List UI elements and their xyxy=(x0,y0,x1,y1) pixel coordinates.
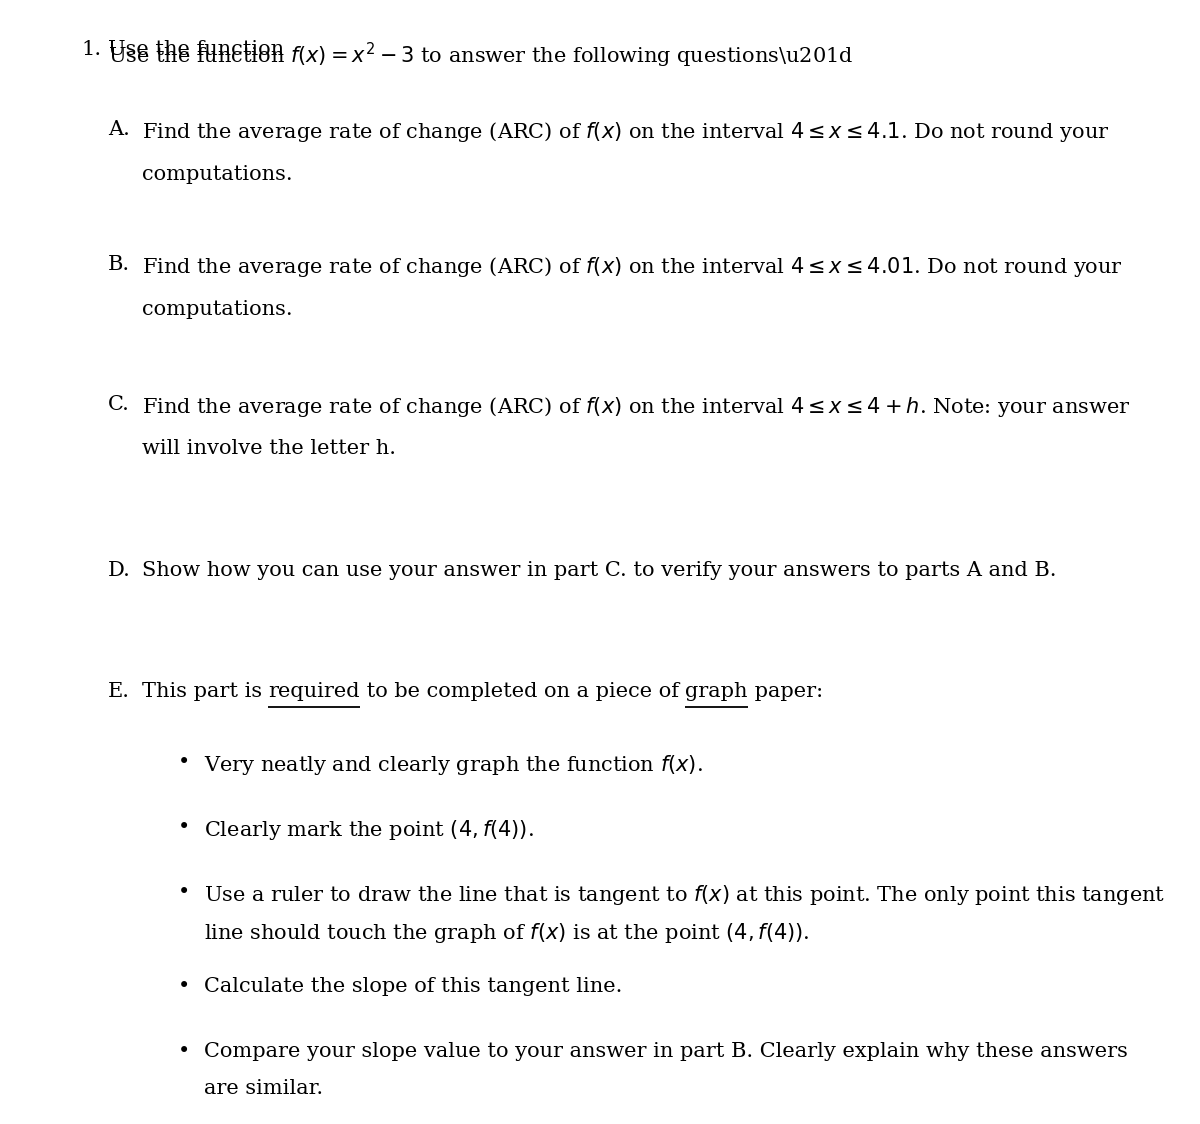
Text: graph: graph xyxy=(685,682,748,701)
Text: •: • xyxy=(178,977,190,996)
Text: This part is: This part is xyxy=(142,682,269,701)
Text: Find the average rate of change (ARC) of $f(x)$ on the interval $4 \leq x \leq 4: Find the average rate of change (ARC) of… xyxy=(142,255,1122,279)
Text: computations.: computations. xyxy=(142,300,293,319)
Text: Find the average rate of change (ARC) of $f(x)$ on the interval $4 \leq x \leq 4: Find the average rate of change (ARC) of… xyxy=(142,120,1109,144)
Text: Calculate the slope of this tangent line.: Calculate the slope of this tangent line… xyxy=(204,977,623,996)
Text: B.: B. xyxy=(108,255,130,274)
Text: •: • xyxy=(178,1042,190,1061)
Text: are similar.: are similar. xyxy=(204,1079,323,1098)
Text: •: • xyxy=(178,883,190,903)
Text: C.: C. xyxy=(108,395,130,414)
Text: Show how you can use your answer in part C. to verify your answers to parts A an: Show how you can use your answer in part… xyxy=(142,561,1056,580)
Text: Use a ruler to draw the line that is tangent to $f(x)$ at this point. The only p: Use a ruler to draw the line that is tan… xyxy=(204,883,1165,907)
Text: Compare your slope value to your answer in part B. Clearly explain why these ans: Compare your slope value to your answer … xyxy=(204,1042,1128,1061)
Text: to be completed on a piece of: to be completed on a piece of xyxy=(360,682,685,701)
Text: Clearly mark the point $(4, f(4))$.: Clearly mark the point $(4, f(4))$. xyxy=(204,818,534,842)
Text: Use the function: Use the function xyxy=(108,40,290,60)
Text: Very neatly and clearly graph the function $f(x)$.: Very neatly and clearly graph the functi… xyxy=(204,753,703,777)
Text: will involve the letter h.: will involve the letter h. xyxy=(142,439,396,459)
Text: Find the average rate of change (ARC) of $f(x)$ on the interval $4 \leq x \leq 4: Find the average rate of change (ARC) of… xyxy=(142,395,1130,418)
Text: computations.: computations. xyxy=(142,165,293,184)
Text: line should touch the graph of $f(x)$ is at the point $(4, f(4))$.: line should touch the graph of $f(x)$ is… xyxy=(204,921,810,944)
Text: •: • xyxy=(178,818,190,837)
Text: •: • xyxy=(178,753,190,772)
Text: A.: A. xyxy=(108,120,130,139)
Text: 1.: 1. xyxy=(82,40,102,60)
Text: required: required xyxy=(269,682,360,701)
Text: D.: D. xyxy=(108,561,131,580)
Text: Use the function $f(x) = x^2 - 3$ to answer the following questions\u201d: Use the function $f(x) = x^2 - 3$ to ans… xyxy=(108,40,853,70)
Text: paper:: paper: xyxy=(748,682,823,701)
Text: E.: E. xyxy=(108,682,130,701)
